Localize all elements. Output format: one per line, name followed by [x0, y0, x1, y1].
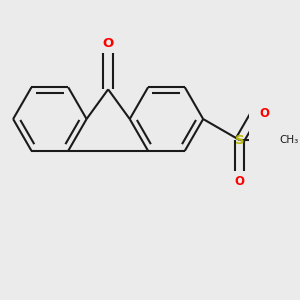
Text: CH₃: CH₃	[280, 135, 299, 145]
Text: O: O	[235, 175, 245, 188]
Text: O: O	[259, 106, 269, 120]
Text: O: O	[103, 37, 114, 50]
Text: S: S	[235, 134, 244, 147]
